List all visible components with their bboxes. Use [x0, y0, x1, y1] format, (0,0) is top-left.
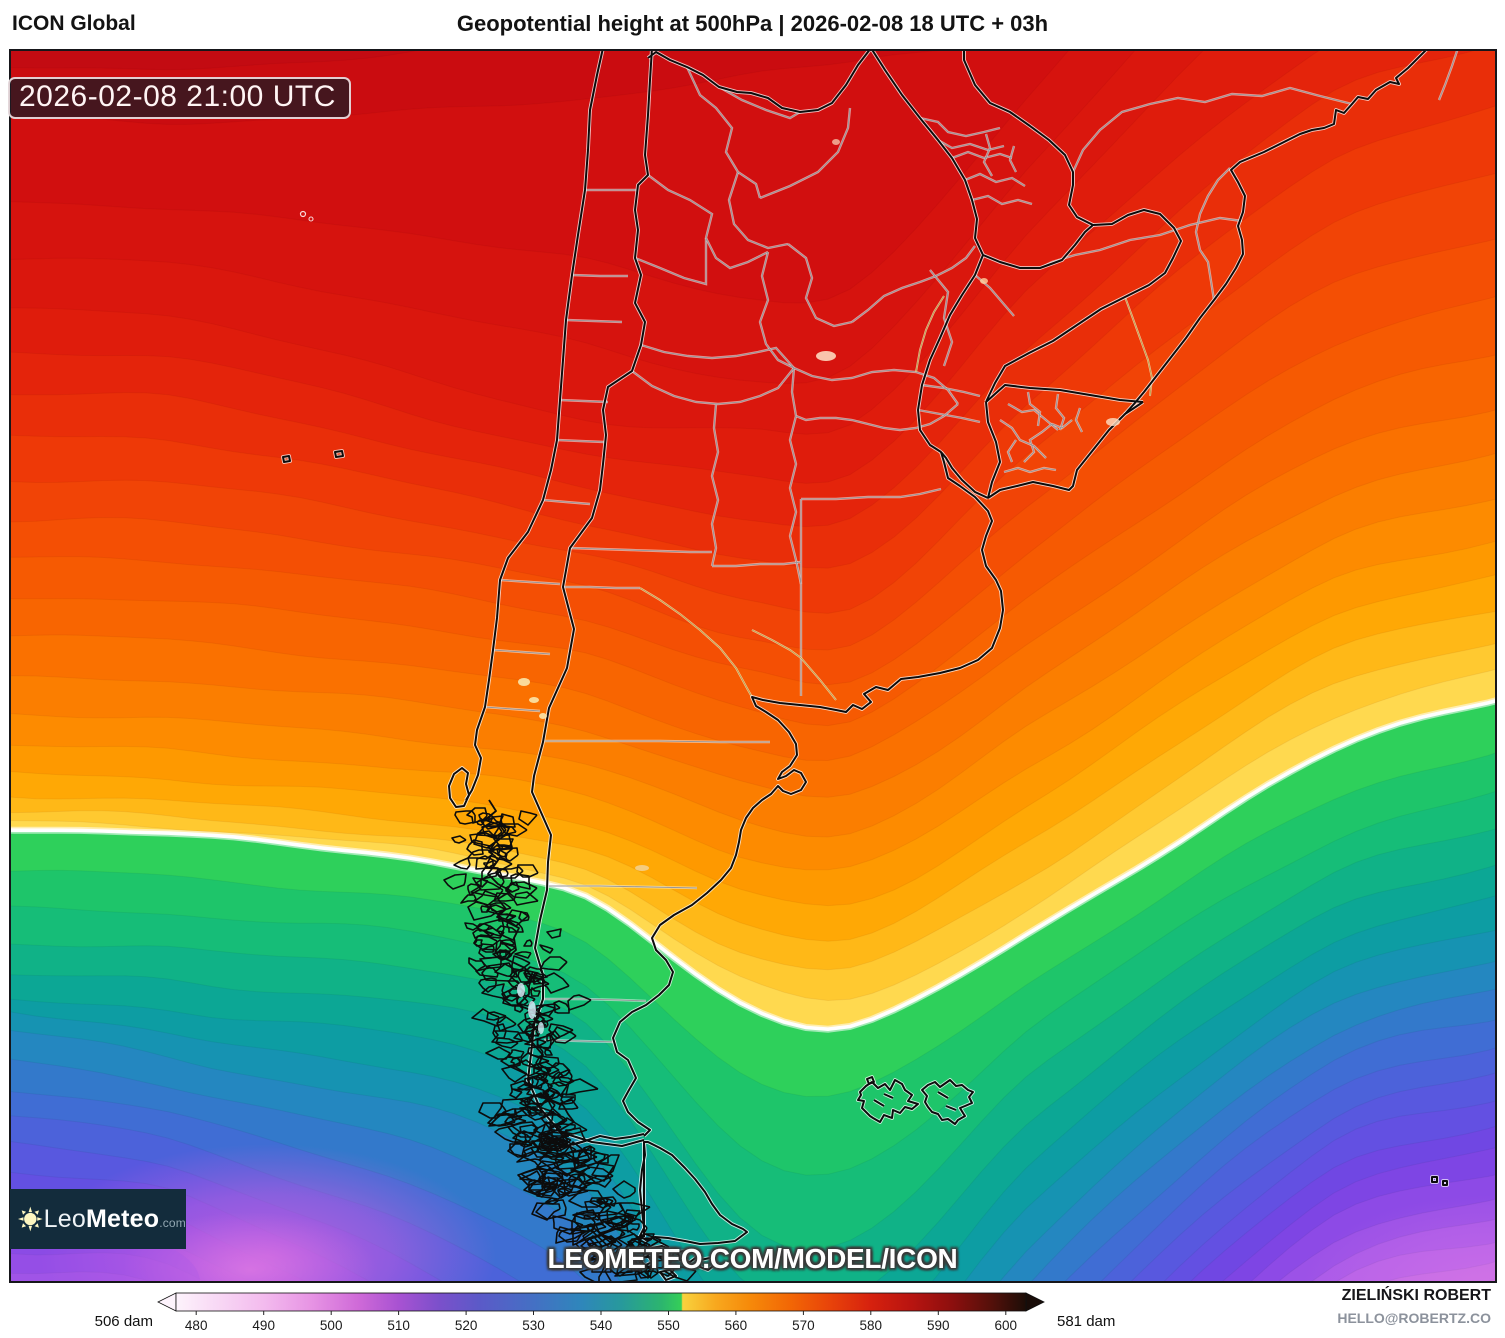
svg-text:600: 600 [995, 1318, 1018, 1333]
svg-text:480: 480 [185, 1318, 208, 1333]
svg-text:580: 580 [860, 1318, 883, 1333]
svg-text:570: 570 [792, 1318, 815, 1333]
svg-text:550: 550 [657, 1318, 680, 1333]
svg-text:500: 500 [320, 1318, 343, 1333]
svg-text:540: 540 [590, 1318, 613, 1333]
svg-text:590: 590 [927, 1318, 950, 1333]
svg-text:530: 530 [522, 1318, 545, 1333]
svg-text:560: 560 [725, 1318, 748, 1333]
svg-text:490: 490 [252, 1318, 275, 1333]
svg-text:510: 510 [387, 1318, 410, 1333]
svg-text:520: 520 [455, 1318, 478, 1333]
